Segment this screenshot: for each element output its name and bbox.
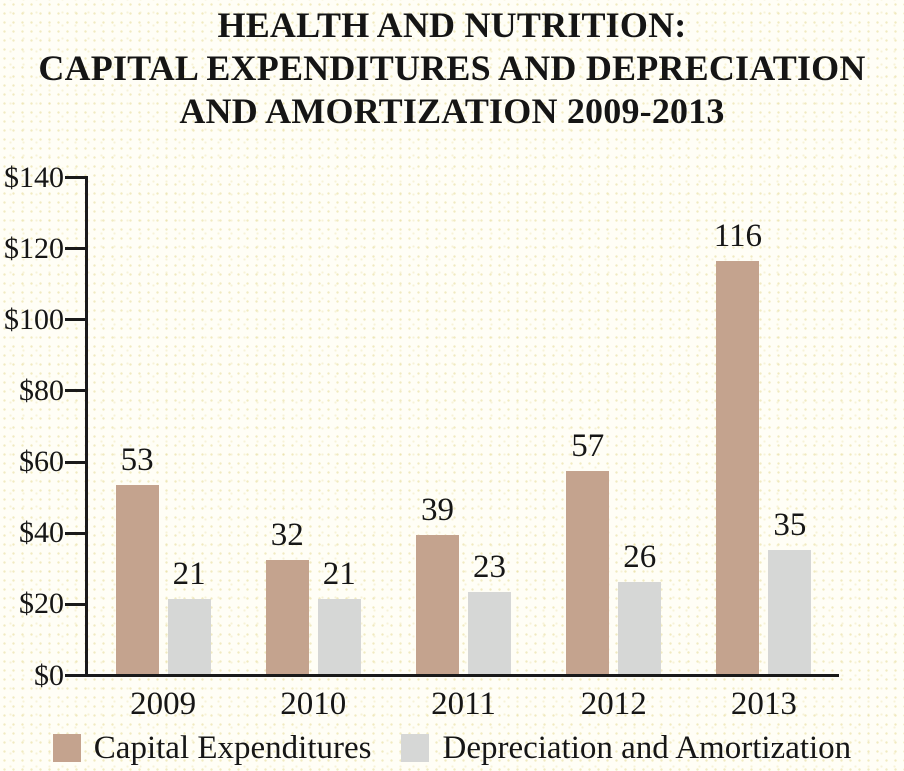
legend-swatch-capital-expenditures — [52, 734, 81, 762]
bar-value-label: 53 — [120, 442, 154, 479]
y-axis-tick — [65, 318, 85, 322]
x-axis-category-label: 2013 — [730, 686, 797, 722]
bar-value-label: 116 — [713, 218, 763, 255]
bar-value-label: 21 — [172, 556, 206, 593]
y-axis-line — [85, 176, 88, 677]
bar-value-label: 32 — [270, 517, 304, 554]
bar-depreciation-and-amortization-2011 — [468, 592, 511, 674]
chart-title-line-1: HEALTH AND NUTRITION: — [217, 5, 687, 45]
x-axis-category-label: 2009 — [130, 686, 197, 722]
y-axis-tick-label: $80 — [19, 373, 64, 407]
y-axis-tick — [65, 247, 85, 251]
y-axis-tick-label: $140 — [4, 160, 64, 194]
legend-label: Depreciation and Amortization — [442, 730, 852, 766]
y-axis-tick-label: $120 — [4, 231, 64, 265]
legend-swatch-depreciation-and-amortization — [401, 734, 430, 762]
legend-item: Capital Expenditures — [52, 729, 372, 767]
bar-depreciation-and-amortization-2010 — [317, 599, 361, 674]
bar-capital-expenditures-2011 — [416, 535, 459, 674]
legend: Capital Expenditures Depreciation and Amo… — [0, 729, 904, 767]
y-axis-tick-label: $40 — [19, 516, 64, 550]
bar-capital-expenditures-2012 — [566, 471, 610, 674]
x-axis-line — [65, 674, 839, 677]
chart-title-line-3: AND AMORTIZATION 2009-2013 — [179, 91, 725, 131]
bar-value-label: 23 — [473, 549, 506, 586]
bar-value-label: 26 — [623, 538, 657, 575]
bar-depreciation-and-amortization-2009 — [167, 599, 211, 674]
y-axis-tick-label: $20 — [19, 587, 64, 621]
bar-value-label: 57 — [571, 428, 605, 465]
bar-depreciation-and-amortization-2013 — [768, 549, 812, 674]
y-axis-tick — [65, 176, 85, 179]
y-axis-tick-label: $60 — [19, 445, 64, 479]
chart-title-line-2: CAPITAL EXPENDITURES AND DEPRECIATION — [38, 48, 866, 88]
x-axis-category-label: 2011 — [431, 686, 496, 722]
x-axis-category-label: 2010 — [280, 686, 347, 722]
bar-value-label: 35 — [773, 506, 807, 543]
bar-value-label: 39 — [421, 492, 454, 529]
legend-item: Depreciation and Amortization — [401, 729, 851, 767]
bar-capital-expenditures-2010 — [265, 560, 309, 674]
y-axis-tick-label: $0 — [34, 658, 64, 692]
chart-title: HEALTH AND NUTRITION: CAPITAL EXPENDITUR… — [0, 4, 904, 133]
bar-depreciation-and-amortization-2012 — [618, 581, 662, 674]
legend-label: Capital Expenditures — [93, 730, 372, 766]
bar-capital-expenditures-2009 — [115, 485, 159, 674]
x-axis-category-label: 2012 — [580, 686, 647, 722]
y-axis-tick — [65, 531, 85, 535]
y-axis-tick — [65, 602, 85, 606]
y-axis-tick — [65, 460, 85, 464]
y-axis-tick — [65, 389, 85, 393]
y-axis-tick-label: $100 — [4, 302, 64, 336]
bar-capital-expenditures-2013 — [716, 261, 760, 674]
bar-value-label: 21 — [322, 556, 356, 593]
